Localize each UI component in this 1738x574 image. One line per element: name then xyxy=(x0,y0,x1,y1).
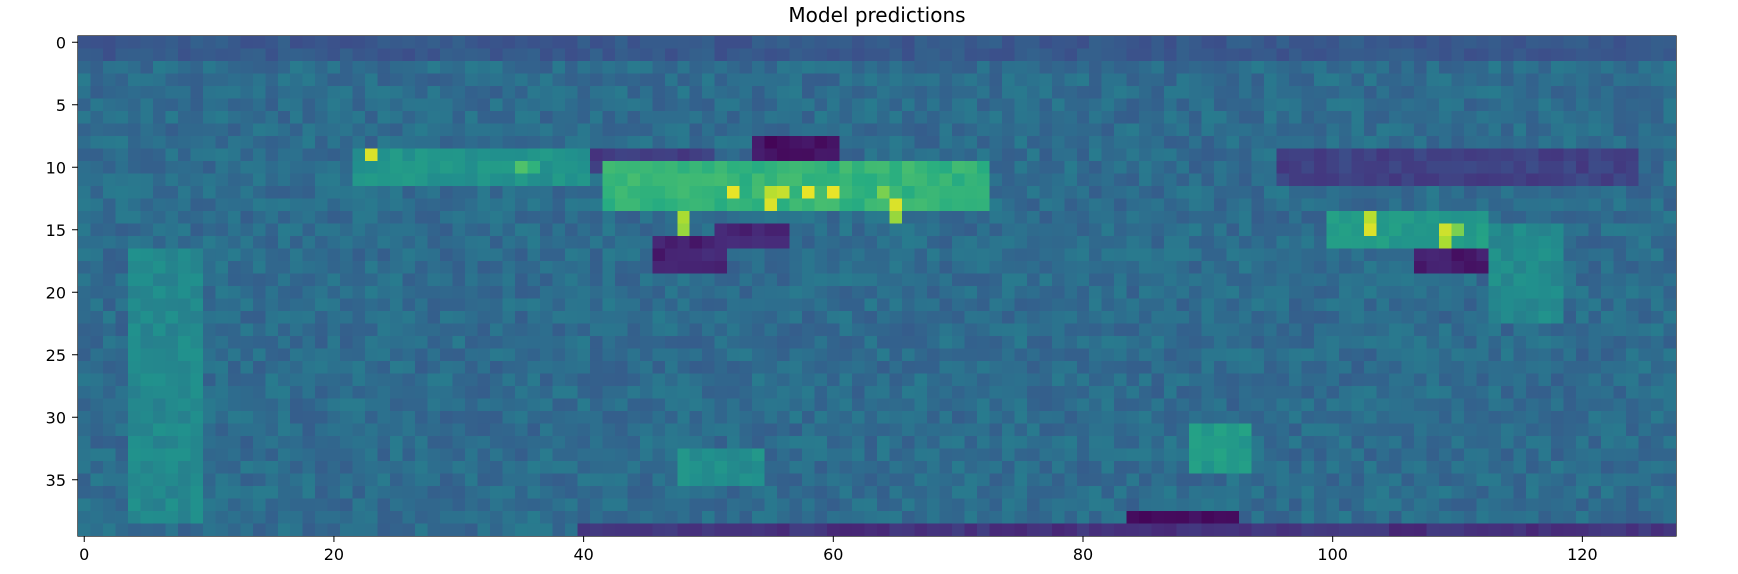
x-tick-label: 40 xyxy=(573,545,593,564)
y-tick-label: 30 xyxy=(46,408,66,427)
x-tick-label: 20 xyxy=(324,545,344,564)
x-tick-label: 80 xyxy=(1073,545,1093,564)
x-tick-label: 60 xyxy=(823,545,843,564)
x-tick-label: 100 xyxy=(1317,545,1348,564)
x-tick-label: 0 xyxy=(79,545,89,564)
x-tick-label: 120 xyxy=(1567,545,1598,564)
y-tick-label: 25 xyxy=(46,346,66,365)
y-tick-label: 20 xyxy=(46,283,66,302)
y-tick-label: 5 xyxy=(56,96,66,115)
y-tick-label: 35 xyxy=(46,471,66,490)
heatmap-image xyxy=(78,36,1676,536)
x-axis: 0 20 40 60 80 100 120 xyxy=(79,536,1598,564)
y-tick-label: 15 xyxy=(46,221,66,240)
y-axis: 0 5 10 15 20 25 30 35 xyxy=(46,33,78,490)
chart-title: Model predictions xyxy=(788,3,965,27)
y-tick-label: 10 xyxy=(46,158,66,177)
y-tick-label: 0 xyxy=(56,33,66,52)
